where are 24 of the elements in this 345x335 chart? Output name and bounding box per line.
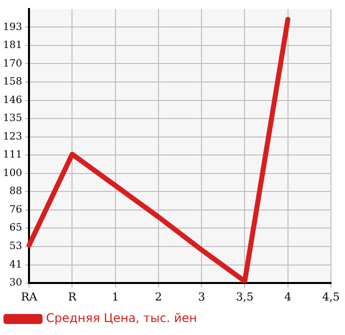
y-tick-label: 193 (2, 22, 22, 33)
x-tick-label: RA (20, 290, 38, 304)
x-tick-label: R (68, 290, 78, 304)
y-tick-label: 88 (9, 186, 22, 198)
y-tick-label: 170 (2, 58, 22, 70)
y-tick-label: 41 (9, 260, 22, 271)
y-tick-label: 76 (9, 204, 22, 216)
y-tick-label: 65 (9, 222, 22, 234)
y-tick-label: 30 (9, 277, 22, 288)
y-tick-label: 135 (2, 113, 22, 124)
x-tick-label: 3 (198, 290, 206, 304)
y-tick-label: 100 (2, 168, 22, 179)
y-tick-label: 123 (2, 131, 22, 142)
y-tick-label: 111 (2, 150, 22, 161)
x-tick-label: 2 (154, 290, 162, 304)
x-tick-label: 1 (112, 290, 119, 304)
y-tick-label: 146 (2, 94, 22, 106)
x-tick-label: 4 (284, 290, 292, 304)
y-tick-label: 181 (2, 40, 22, 52)
x-tick-label: 3,5 (236, 290, 254, 304)
y-tick-label: 158 (2, 76, 22, 88)
legend-label: Средняя Цена, тыс. йен (46, 311, 198, 326)
x-tick-label: 4,5 (322, 290, 340, 304)
y-tick-label: 53 (9, 240, 22, 252)
